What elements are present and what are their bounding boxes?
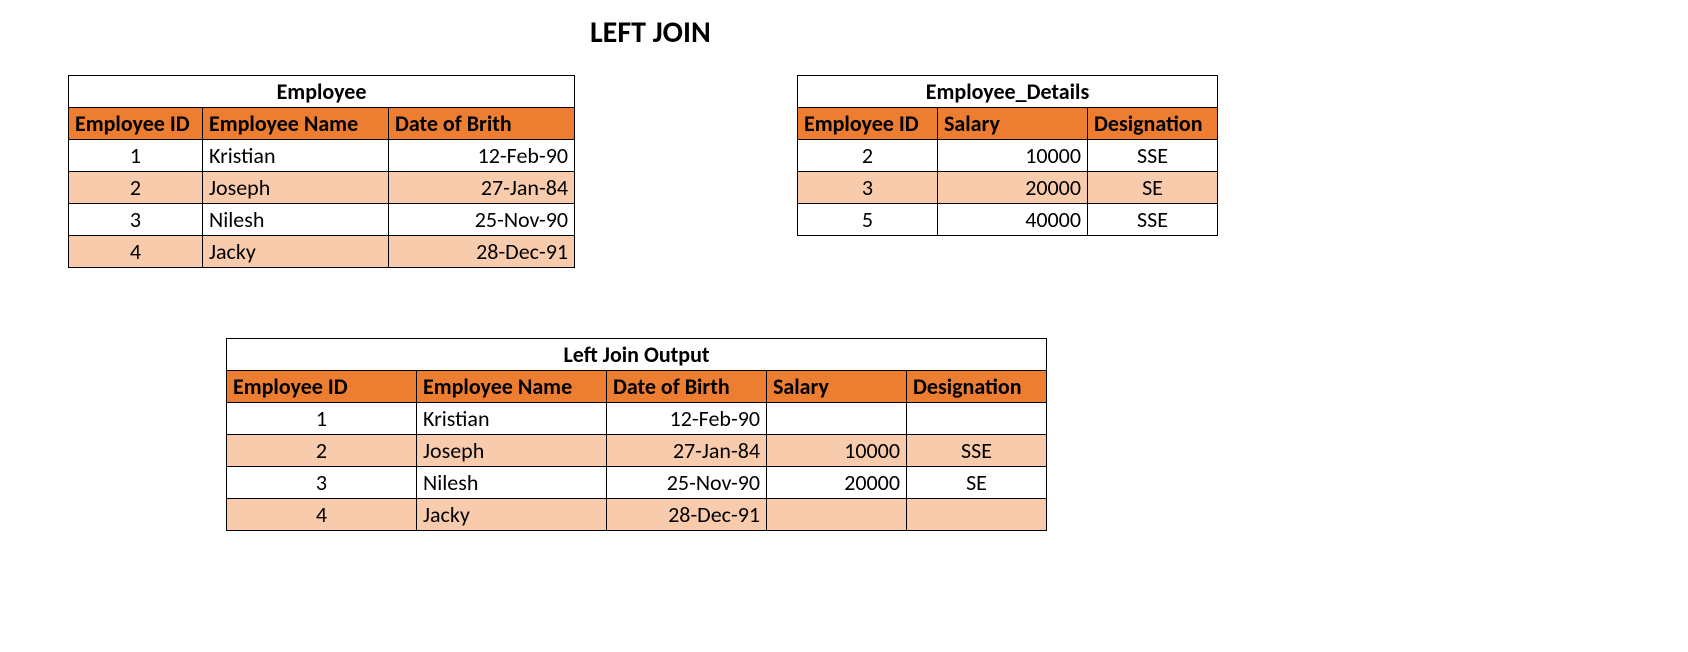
cell: Kristian (203, 140, 389, 172)
cell: 27-Jan-84 (607, 435, 767, 467)
cell: 12-Feb-90 (389, 140, 575, 172)
cell: 3 (227, 467, 417, 499)
cell: 2 (227, 435, 417, 467)
cell: Jacky (417, 499, 607, 531)
cell: Nilesh (417, 467, 607, 499)
cell: 10000 (938, 140, 1088, 172)
employee-col-dob: Date of Brith (389, 108, 575, 140)
cell: 5 (798, 204, 938, 236)
details-col-salary: Salary (938, 108, 1088, 140)
details-col-desig: Designation (1088, 108, 1218, 140)
table-row: 4 Jacky 28-Dec-91 (69, 236, 575, 268)
top-tables-row: Employee Employee ID Employee Name Date … (68, 75, 1688, 268)
cell: SE (1088, 172, 1218, 204)
cell (907, 403, 1047, 435)
details-table: Employee_Details Employee ID Salary Desi… (797, 75, 1218, 236)
cell: 25-Nov-90 (607, 467, 767, 499)
cell: 28-Dec-91 (607, 499, 767, 531)
page-title: LEFT JOIN (590, 14, 1688, 51)
cell: Jacky (203, 236, 389, 268)
cell: 27-Jan-84 (389, 172, 575, 204)
employee-col-id: Employee ID (69, 108, 203, 140)
output-col-dob: Date of Birth (607, 371, 767, 403)
cell: 40000 (938, 204, 1088, 236)
output-caption: Left Join Output (227, 339, 1047, 371)
output-col-salary: Salary (767, 371, 907, 403)
cell: Joseph (203, 172, 389, 204)
table-row: 1 Kristian 12-Feb-90 (69, 140, 575, 172)
cell: 20000 (938, 172, 1088, 204)
employee-table: Employee Employee ID Employee Name Date … (68, 75, 575, 268)
details-col-id: Employee ID (798, 108, 938, 140)
employee-col-name: Employee Name (203, 108, 389, 140)
table-row: 4 Jacky 28-Dec-91 (227, 499, 1047, 531)
cell: 2 (798, 140, 938, 172)
details-caption: Employee_Details (798, 76, 1218, 108)
cell: SSE (1088, 140, 1218, 172)
cell (767, 499, 907, 531)
cell: 12-Feb-90 (607, 403, 767, 435)
cell: 20000 (767, 467, 907, 499)
cell: 2 (69, 172, 203, 204)
table-row: 5 40000 SSE (798, 204, 1218, 236)
table-row: 3 Nilesh 25-Nov-90 20000 SE (227, 467, 1047, 499)
table-row: 2 Joseph 27-Jan-84 (69, 172, 575, 204)
cell: 4 (69, 236, 203, 268)
cell: 1 (227, 403, 417, 435)
output-row: Left Join Output Employee ID Employee Na… (226, 338, 1688, 531)
cell: 1 (69, 140, 203, 172)
cell: 28-Dec-91 (389, 236, 575, 268)
cell: 3 (69, 204, 203, 236)
cell: Nilesh (203, 204, 389, 236)
cell: 10000 (767, 435, 907, 467)
output-col-id: Employee ID (227, 371, 417, 403)
table-row: 2 10000 SSE (798, 140, 1218, 172)
cell: 25-Nov-90 (389, 204, 575, 236)
cell: SSE (907, 435, 1047, 467)
output-table: Left Join Output Employee ID Employee Na… (226, 338, 1047, 531)
output-col-desig: Designation (907, 371, 1047, 403)
cell (907, 499, 1047, 531)
table-row: 2 Joseph 27-Jan-84 10000 SSE (227, 435, 1047, 467)
cell: 4 (227, 499, 417, 531)
table-row: 1 Kristian 12-Feb-90 (227, 403, 1047, 435)
cell: SE (907, 467, 1047, 499)
employee-caption: Employee (69, 76, 575, 108)
cell: Joseph (417, 435, 607, 467)
cell: Kristian (417, 403, 607, 435)
cell: 3 (798, 172, 938, 204)
table-row: 3 20000 SE (798, 172, 1218, 204)
cell: SSE (1088, 204, 1218, 236)
cell (767, 403, 907, 435)
table-row: 3 Nilesh 25-Nov-90 (69, 204, 575, 236)
output-col-name: Employee Name (417, 371, 607, 403)
